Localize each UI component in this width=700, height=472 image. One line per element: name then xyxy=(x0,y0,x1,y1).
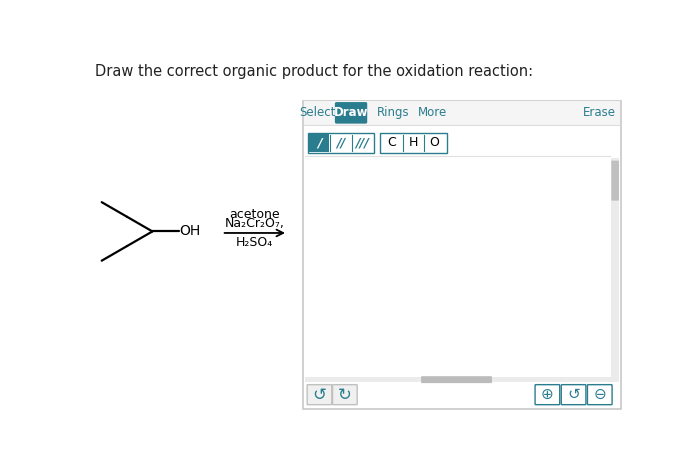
Text: //: // xyxy=(336,136,345,149)
Text: ///: /// xyxy=(356,136,369,149)
Text: Select: Select xyxy=(299,106,335,119)
Text: ↻: ↻ xyxy=(338,386,352,404)
FancyBboxPatch shape xyxy=(535,385,560,405)
FancyBboxPatch shape xyxy=(421,376,492,383)
Text: H₂SO₄: H₂SO₄ xyxy=(236,236,274,249)
Bar xyxy=(304,101,620,125)
Text: ⊖: ⊖ xyxy=(594,387,606,402)
Text: acetone: acetone xyxy=(230,208,280,220)
FancyBboxPatch shape xyxy=(587,385,612,405)
Text: ↺: ↺ xyxy=(567,387,580,402)
Text: C: C xyxy=(387,136,396,149)
FancyBboxPatch shape xyxy=(335,102,368,124)
Text: ↺: ↺ xyxy=(312,386,326,404)
Text: /: / xyxy=(317,136,321,149)
Text: OH: OH xyxy=(179,224,201,238)
FancyBboxPatch shape xyxy=(332,385,357,405)
Bar xyxy=(611,158,619,382)
Text: ⊕: ⊕ xyxy=(541,387,554,402)
FancyBboxPatch shape xyxy=(611,160,619,201)
Text: More: More xyxy=(418,106,447,119)
Text: H: H xyxy=(408,136,418,149)
FancyBboxPatch shape xyxy=(561,385,586,405)
FancyBboxPatch shape xyxy=(303,101,621,409)
Bar xyxy=(305,377,611,382)
Text: Erase: Erase xyxy=(582,106,615,119)
FancyBboxPatch shape xyxy=(307,385,332,405)
Text: Draw the correct organic product for the oxidation reaction:: Draw the correct organic product for the… xyxy=(95,64,533,79)
FancyBboxPatch shape xyxy=(308,133,374,153)
Text: O: O xyxy=(430,136,440,149)
FancyBboxPatch shape xyxy=(380,133,447,153)
Text: Draw: Draw xyxy=(334,106,368,119)
Text: Rings: Rings xyxy=(377,106,409,119)
Bar xyxy=(309,134,329,152)
Text: Na₂Cr₂O₇,: Na₂Cr₂O₇, xyxy=(225,217,285,230)
